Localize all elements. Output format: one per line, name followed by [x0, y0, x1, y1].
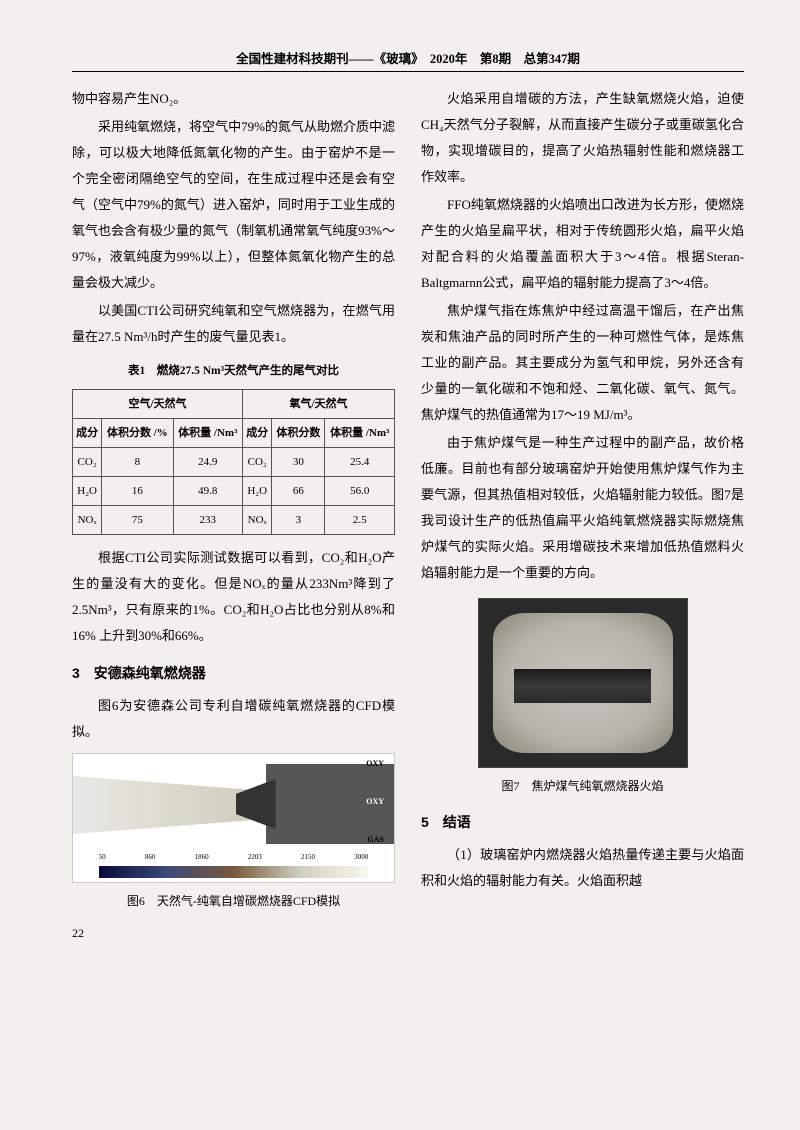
figure-6-caption: 图6 天然气-纯氧自增碳燃烧器CFD模拟 — [72, 889, 395, 913]
table-group-header: 空气/天然气 — [73, 390, 243, 419]
section-3-title: 3 安德森纯氧燃烧器 — [72, 659, 395, 687]
paragraph: 采用纯氧燃烧，将空气中79%的氮气从助燃介质中滤除，可以极大地降低氮氧化物的产生… — [72, 114, 395, 296]
paragraph: 由于焦炉煤气是一种生产过程中的副产品，故价格低廉。目前也有部分玻璃窑炉开始使用焦… — [421, 430, 744, 586]
figure-6: OXY OXY GAS 50 860 1860 2203 2150 3000 图… — [72, 753, 395, 913]
table-col-header: 成分 — [73, 419, 102, 448]
oxy-label: OXY — [366, 756, 384, 772]
paragraph: 以美国CTI公司研究纯氧和空气燃烧器为，在燃气用量在27.5 Nm³/h时产生的… — [72, 298, 395, 350]
figure-7: 图7 焦炉煤气纯氧燃烧器火焰 — [421, 598, 744, 798]
cfd-simulation-diagram: OXY OXY GAS 50 860 1860 2203 2150 3000 — [72, 753, 395, 883]
table-row: H₂O1649.8 H₂O6656.0 — [73, 477, 395, 506]
color-scale-labels: 50 860 1860 2203 2150 3000 — [99, 850, 369, 864]
section-5-title: 5 结语 — [421, 808, 744, 836]
left-column: 物中容易产生NO₂。 采用纯氧燃烧，将空气中79%的氮气从助燃介质中滤除，可以极… — [72, 86, 395, 945]
table-col-header: 体积量 /Nm³ — [325, 419, 395, 448]
table-group-header: 氧气/天然气 — [243, 390, 395, 419]
paragraph: 火焰采用自增碳的方法，产生缺氧燃烧火焰，迫使CH₄天然气分子裂解，从而直接产生碳… — [421, 86, 744, 190]
table-col-header: 体积量 /Nm³ — [173, 419, 243, 448]
paragraph: 根据CTI公司实际测试数据可以看到，CO₂和H₂O产生的量没有大的变化。但是NO… — [72, 545, 395, 649]
flame-slot — [514, 669, 651, 703]
oxy-label: OXY — [366, 794, 384, 810]
table-col-header: 体积分数 — [272, 419, 325, 448]
journal-header: 全国性建材科技期刊——《玻璃》 2020年 第8期 总第347期 — [72, 48, 744, 72]
page-number: 22 — [72, 921, 395, 945]
burner-flame-photo — [478, 598, 688, 768]
flame-glow — [493, 613, 673, 753]
right-column: 火焰采用自增碳的方法，产生缺氧燃烧火焰，迫使CH₄天然气分子裂解，从而直接产生碳… — [421, 86, 744, 945]
paragraph: 图6为安德森公司专利自增碳纯氧燃烧器的CFD模拟。 — [72, 693, 395, 745]
color-scale-bar — [99, 866, 369, 878]
table-col-header: 成分 — [243, 419, 272, 448]
paragraph: （1）玻璃窑炉内燃烧器火焰热量传递主要与火焰面积和火焰的辐射能力有关。火焰面积越 — [421, 842, 744, 894]
table-caption: 表1 燃烧27.5 Nm³天然气产生的尾气对比 — [72, 360, 395, 383]
paragraph: 物中容易产生NO₂。 — [72, 86, 395, 112]
table-row: NOₓ75233 NOₓ32.5 — [73, 506, 395, 535]
table-row: CO₂824.9 CO₂3025.4 — [73, 448, 395, 477]
table-col-header: 体积分数 /% — [102, 419, 173, 448]
gas-label: GAS — [368, 832, 384, 848]
two-column-layout: 物中容易产生NO₂。 采用纯氧燃烧，将空气中79%的氮气从助燃介质中滤除，可以极… — [72, 86, 744, 945]
figure-7-caption: 图7 焦炉煤气纯氧燃烧器火焰 — [421, 774, 744, 798]
paragraph: 焦炉煤气指在炼焦炉中经过高温干馏后，在产出焦炭和焦油产品的同时所产生的一种可燃性… — [421, 298, 744, 428]
paragraph: FFO纯氧燃烧器的火焰喷出口改进为长方形，使燃烧产生的火焰呈扁平状，相对于传统圆… — [421, 192, 744, 296]
exhaust-gas-table: 空气/天然气 氧气/天然气 成分 体积分数 /% 体积量 /Nm³ 成分 体积分… — [72, 389, 395, 535]
